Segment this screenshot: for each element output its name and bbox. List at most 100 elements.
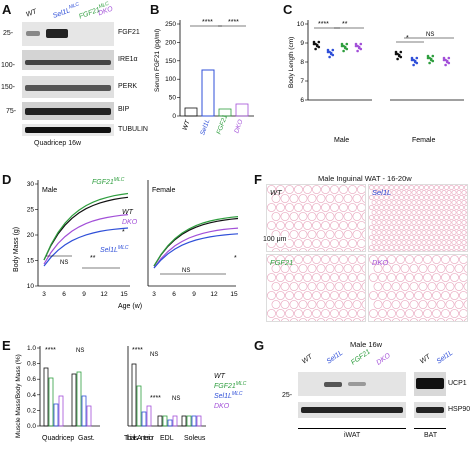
histology-tile [368,184,468,252]
tick-label-b: 200 [165,39,176,46]
series-d-fgf21-male [43,192,129,261]
legend-d-dko: DKO [122,219,138,226]
tick-label-d: 20 [27,232,35,239]
blot-g-hsp90-iwat [298,402,406,418]
bar-e [48,377,54,427]
legend-e-dko: DKO [214,403,230,410]
dot-c-female [415,61,419,65]
bar-e [172,415,178,427]
blot-caption: Quadricep 16w [34,140,82,147]
band [25,127,111,133]
group-label-sel1l: Sel1LMLC [52,1,81,20]
sig-d-1: * [122,229,125,236]
blot-bip [22,102,114,120]
chart-e-ylabel: Muscle Mass/Body Mass (%) [15,354,22,438]
bar-b-wt [184,107,198,117]
bar-e [58,395,64,427]
tick-label-c: 10 [297,21,305,28]
dot-c-male [315,43,319,47]
dot-c-female [399,55,403,59]
xlabel-e-edl: EDL [160,435,174,442]
sig-c-female-1: * [406,35,409,42]
group-g-wt-bat: WT [418,353,432,366]
chart-d-xlabel: Age (w) [118,303,142,310]
tick-label-d-x: 15 [230,291,238,298]
legend-d-wt: WT [122,209,134,216]
tick-label-e: 0.8 [27,361,36,368]
legend-e-wt: WT [214,373,226,380]
dot-c-male [345,42,349,46]
group-g-dko: DKO [375,352,392,367]
dot-c-male [312,42,316,46]
tick-label-b: 250 [165,21,176,28]
tick-label-c: 9 [300,40,304,47]
blot-g-title: Male 16w [350,340,383,349]
sig-b-1: **** [202,19,213,26]
xlabel-b-dko: DKO [233,119,244,135]
tick-label-d: 10 [27,283,35,290]
tick-label-d-x: 3 [42,291,46,298]
bar-b-dko [235,103,249,117]
band-label-hsp90: HSP90 [448,406,471,413]
dot-c-female [447,56,451,60]
histology-label-dko: DKO [372,258,389,267]
chart-d-male-label: Male [42,187,57,194]
tick-label-d-x: 6 [62,291,66,298]
sig-d-3: * [234,255,237,262]
chart-d-ylabel: Body Mass (g) [13,227,20,272]
dot-c-male [314,47,317,51]
bar-e [136,385,142,427]
tick-label-e: 0.6 [27,376,36,383]
tick-label-d: 30 [27,181,35,188]
tick-label-d: 25 [27,207,35,214]
tick-label-d-x: 12 [210,291,218,298]
tick-label-d-x: 9 [192,291,196,298]
sig-c-female-2: NS [426,32,434,38]
dot-c-female [399,50,403,54]
blot-g-ucp1-bat [414,372,446,396]
dot-c-male [340,44,344,48]
sig-c-male-1: **** [318,21,329,28]
tick-label-c: 7 [300,78,304,85]
bar-e [131,363,137,427]
tick-label-e: 0.0 [27,423,36,430]
band [25,108,111,115]
band [25,85,111,91]
xlabel-b-fgf21: FGF21 [216,114,230,136]
histology-tile [368,254,468,322]
tick-label-d-x: 15 [120,291,128,298]
bar-e [191,415,197,427]
dot-c-female [394,52,398,56]
dot-c-female [415,56,419,60]
series-d-sel1l-female [153,233,239,269]
bar-e [146,405,152,427]
dot-c-male [356,49,359,53]
dot-c-male [345,47,349,51]
chart-d: Body Mass (g) 10 15 20 25 30 3 6 9 12 15 3 6 9 12 15 M… [13,177,239,310]
tick-label-d-x: 12 [100,291,108,298]
dot-c-female [410,58,414,62]
blot-g-hsp90-bat [414,402,446,418]
dot-c-male [354,44,358,48]
group-g-sel1l-bat: Sel1L [435,349,455,366]
tick-label-e: 0.2 [27,407,36,414]
dot-c-female [442,56,446,60]
dot-c-male [343,45,347,49]
dot-c-female [410,56,414,60]
xlabel-e-quadricep: Quadricep [42,435,74,442]
sig-c-male-2: ** [342,21,348,28]
panel-letter-d: D [2,172,12,187]
bar-e [157,415,163,427]
tick-label-b: 150 [165,58,176,65]
xlabel-b-sel1l: Sel1L [199,118,211,136]
dot-c-female [429,57,433,61]
dot-c-male [354,42,358,46]
bar-e [141,411,147,427]
tick-label-b: 100 [165,76,176,83]
bar-e [43,367,49,427]
bar-b-fgf21 [218,108,232,117]
dot-c-male [357,45,361,49]
dot-c-female [426,56,430,60]
dot-c-female [394,50,398,54]
